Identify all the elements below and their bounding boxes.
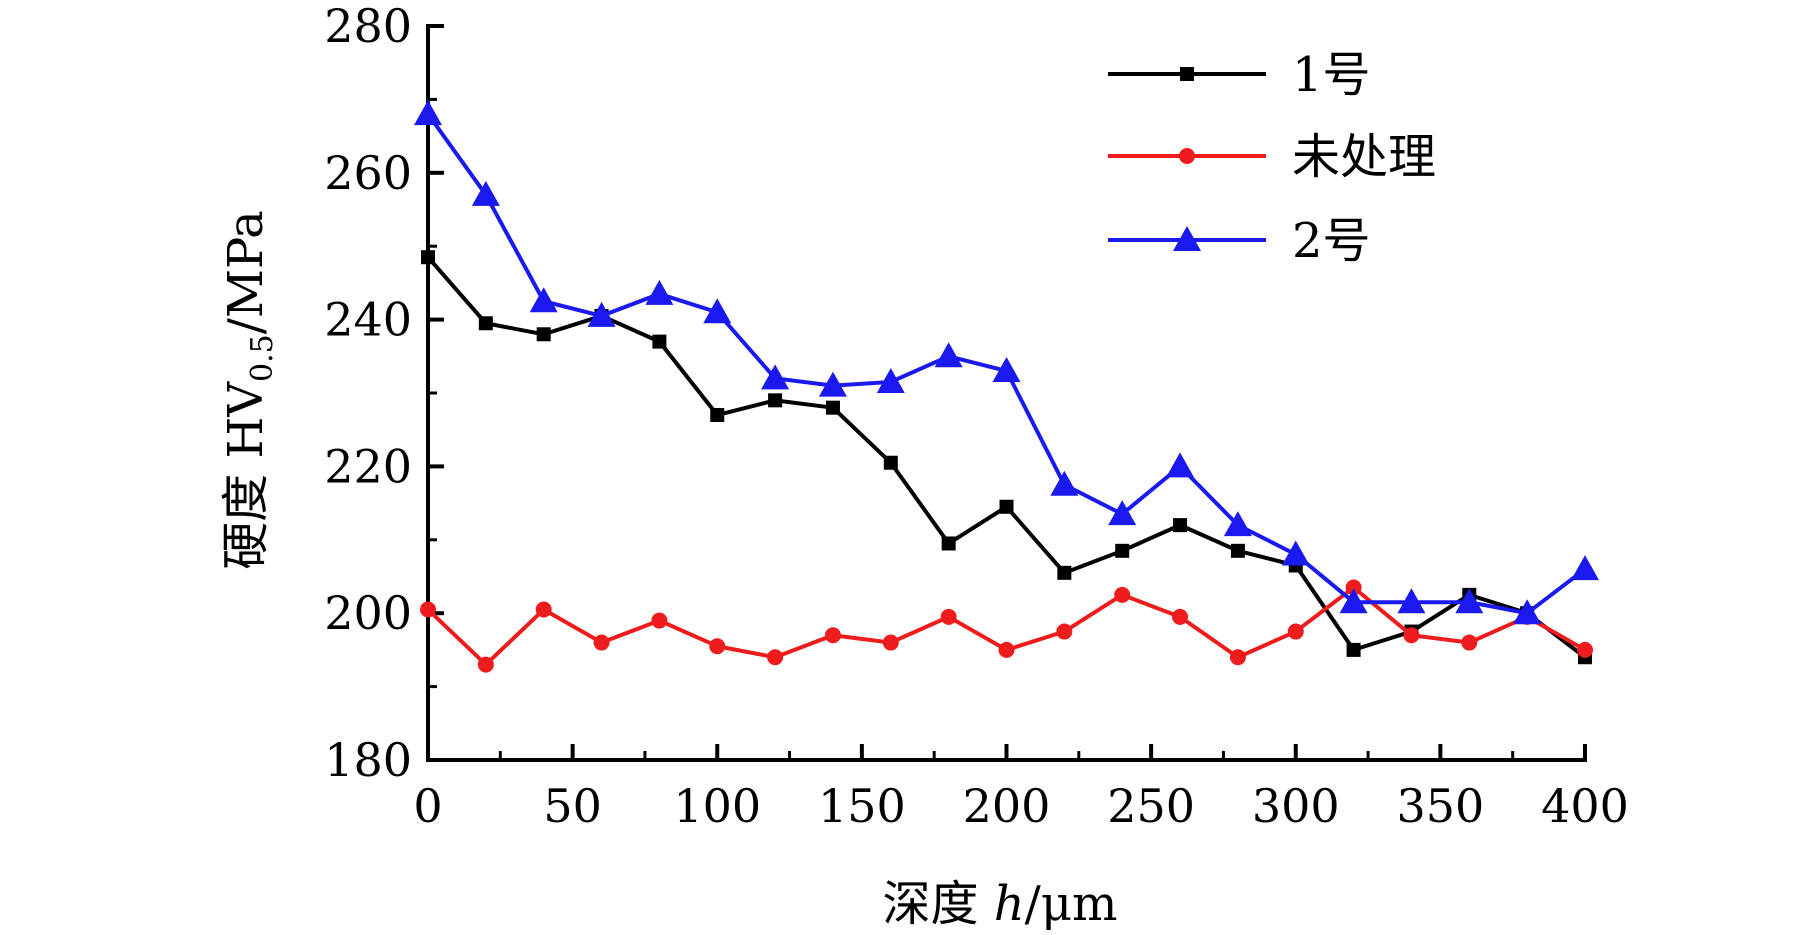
data-point [1345,579,1362,596]
data-point [1056,623,1073,640]
legend-entry-2: 未处理 [1108,129,1436,185]
series-2 [420,579,1593,673]
data-point [652,334,667,349]
x-tick-label: 100 [673,779,761,833]
x-axis-title: 深度 h/μm [882,876,1117,932]
data-point [825,400,840,415]
x-tick-label: 400 [1541,779,1629,833]
data-point [1461,634,1478,651]
data-point [1577,641,1593,658]
data-point [1108,500,1137,526]
data-point [999,499,1014,514]
y-tick-label: 240 [324,293,412,347]
axes [426,24,1587,762]
data-point [420,601,436,618]
legend-marker [1179,148,1195,164]
data-point [1397,588,1426,614]
data-point [651,612,668,629]
y-tick-label: 200 [324,586,412,640]
data-point [1166,452,1195,478]
y-tick-label: 280 [324,0,412,53]
legend-label: 2号 [1292,213,1371,269]
y-tick-label: 260 [324,146,412,200]
tick-labels: 0 50 100 150 200 250 300 350 400 180 200 220 240 260 2… [324,0,1629,833]
data-point [818,371,847,397]
data-point [1230,543,1245,558]
data-point [414,100,442,126]
y-tick-label: 220 [324,439,412,493]
data-point [421,250,435,265]
y-tick-label: 180 [324,733,412,787]
data-point [709,638,726,655]
series-3 [414,100,1599,625]
data-point [471,180,500,206]
data-point [593,634,610,651]
data-point [703,298,732,324]
data-point [767,649,784,666]
data-point [882,634,899,651]
data-point [768,393,783,408]
data-point [477,656,494,673]
data-point [535,601,552,618]
data-point [1571,555,1599,581]
legend-marker [1180,67,1194,81]
x-tick-label: 300 [1252,779,1340,833]
x-tick-label: 150 [818,779,906,833]
legend-label: 1号 [1292,47,1371,103]
data-point [761,364,790,390]
legend-entry-1: 1号 [1108,47,1371,103]
series-group [414,100,1599,673]
x-tick-label: 350 [1396,779,1484,833]
y-axis-title: 硬度 HV0.5/MPa [218,210,280,570]
data-point [710,408,725,423]
data-point [1403,627,1420,644]
data-point [1287,623,1304,640]
data-point [1455,588,1484,614]
data-point [1229,649,1246,666]
legend-marker [1173,226,1201,251]
data-point [1281,540,1310,566]
data-point [1115,543,1130,558]
data-point [998,641,1015,658]
data-point [940,608,957,625]
data-point [876,367,905,393]
data-point [529,287,558,313]
data-point [1173,518,1188,533]
x-tick-label: 200 [963,779,1051,833]
legend-entry-3: 2号 [1108,213,1371,269]
data-point [1057,565,1072,580]
data-point [934,342,963,368]
x-tick-label: 50 [543,779,602,833]
data-point [587,301,616,327]
data-point [992,356,1021,382]
data-point [883,455,898,470]
x-tick-label: 250 [1107,779,1195,833]
data-point [1114,586,1131,603]
data-point [1223,511,1252,537]
data-point [1050,470,1079,496]
data-point [824,627,841,644]
data-point [1513,599,1542,625]
data-point [1172,608,1189,625]
data-point [941,536,956,551]
data-point [1339,588,1368,614]
data-point [1346,642,1361,657]
data-point [536,327,551,342]
legend-label: 未处理 [1292,129,1436,185]
x-tick-label: 0 [413,779,442,833]
data-point [645,279,674,305]
data-point [478,316,493,331]
